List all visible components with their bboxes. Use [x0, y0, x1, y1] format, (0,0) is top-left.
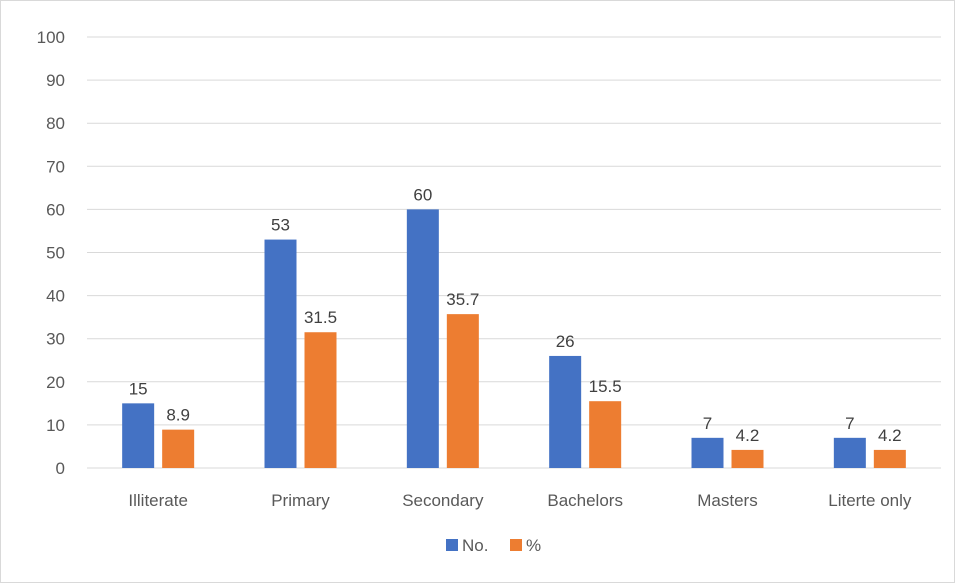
data-label: 53 [271, 216, 290, 235]
bar-count [691, 437, 724, 468]
category-label: Illiterate [128, 491, 188, 510]
bar-count [406, 209, 439, 468]
data-labels: 15 8.9 53 31.5 60 35.7 26 15.5 7 4.2 7 4.2 [129, 185, 902, 444]
data-label: 7 [703, 414, 712, 433]
y-tick-label: 20 [46, 373, 65, 392]
category-label: Secondary [402, 491, 484, 510]
data-label: 60 [413, 185, 432, 204]
y-tick-label: 30 [46, 330, 65, 349]
bar-percent [731, 449, 764, 468]
bar-percent [162, 429, 195, 468]
legend-swatch [446, 539, 458, 551]
bar-percent [589, 401, 622, 468]
bar-count [549, 355, 582, 468]
data-label: 26 [556, 332, 575, 351]
data-label: 4.2 [878, 426, 902, 445]
data-label: 15 [129, 379, 148, 398]
data-label: 8.9 [166, 406, 190, 425]
legend-swatch [510, 539, 522, 551]
y-tick-label: 40 [46, 287, 65, 306]
legend: No.% [446, 536, 541, 555]
legend-label: % [526, 536, 541, 555]
data-label: 7 [845, 414, 854, 433]
bar-count [122, 403, 155, 468]
y-tick-label: 100 [37, 28, 65, 47]
legend-label: No. [462, 536, 488, 555]
bar-count [264, 239, 297, 468]
category-labels: Illiterate Primary Secondary Bachelors Maste… [128, 491, 912, 510]
data-label: 15.5 [589, 377, 622, 396]
bar-count [833, 437, 866, 468]
data-label: 35.7 [446, 290, 479, 309]
bar-percent [446, 314, 479, 468]
bar-percent [873, 449, 906, 468]
y-tick-label: 60 [46, 200, 65, 219]
y-tick-label: 50 [46, 244, 65, 263]
category-label: Masters [697, 491, 757, 510]
category-label: Literte only [828, 491, 912, 510]
gridlines [87, 36, 941, 469]
data-label: 31.5 [304, 308, 337, 327]
y-tick-label: 70 [46, 157, 65, 176]
bar-percent [304, 332, 337, 468]
y-tick-label: 0 [56, 459, 65, 478]
data-label: 4.2 [736, 426, 760, 445]
y-tick-label: 90 [46, 71, 65, 90]
y-tick-label: 10 [46, 416, 65, 435]
category-label: Bachelors [547, 491, 623, 510]
y-axis-ticks: 0 10 20 30 40 50 60 70 80 90 100 [37, 28, 65, 478]
bars [122, 209, 906, 468]
y-tick-label: 80 [46, 114, 65, 133]
category-label: Primary [271, 491, 330, 510]
